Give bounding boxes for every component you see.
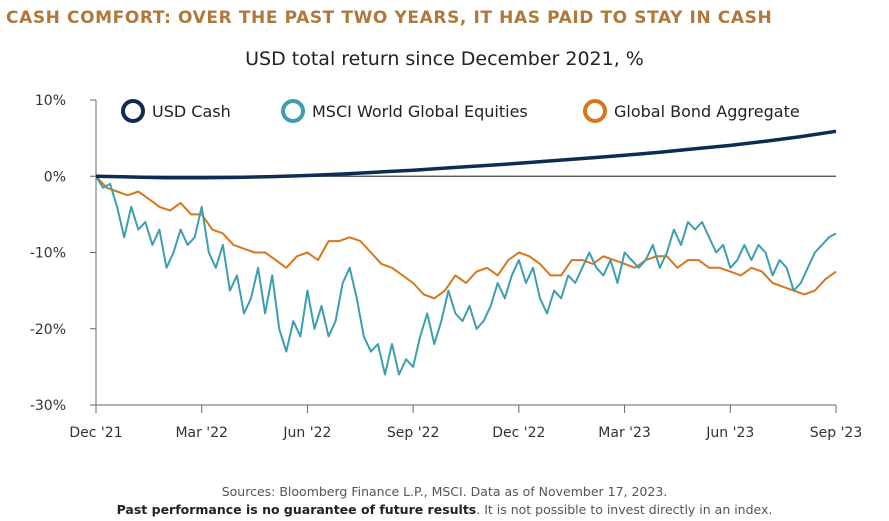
x-tick-label: Dec '22 [492,425,545,441]
legend-label-1: MSCI World Global Equities [312,102,528,121]
legend-marker-1 [281,99,305,123]
y-tick-label: 0% [44,169,66,185]
legend-label-2: Global Bond Aggregate [614,102,800,121]
legend-marker-2 [583,99,607,123]
legend-label-0: USD Cash [152,102,231,121]
disclaimer-bold: Past performance is no guarantee of futu… [116,502,477,517]
x-tick-label: Sep '23 [810,425,863,441]
series-line-1 [95,175,837,376]
disclaimer-note: Past performance is no guarantee of futu… [0,502,889,517]
chart-subtitle: USD total return since December 2021, % [245,48,644,70]
y-tick-label: -10% [30,246,66,262]
tick-labels: 10% 0% -10% -20% -30%Dec '21 Mar '22 Jun '22 Se… [30,93,862,441]
series-line-0 [95,129,837,180]
legend-marker-0 [121,99,145,123]
x-tick-label: Sep '22 [387,425,440,441]
x-tick-label: Jun '23 [705,425,754,441]
x-tick-label: Mar '23 [598,425,651,441]
x-tick-label: Mar '22 [175,425,228,441]
x-tick-label: Dec '21 [69,425,122,441]
y-tick-label: -20% [30,322,66,338]
disclaimer-rest: . It is not possible to invest directly … [476,502,773,517]
x-tick-label: Jun '22 [282,425,331,441]
sources-note: Sources: Bloomberg Finance L.P., MSCI. D… [221,484,668,499]
legend: USD Cash MSCI World Global Equities Global… [121,99,800,123]
line-chart: 10% 0% -10% -20% -30%Dec '21 Mar '22 Jun '22 Se… [30,93,862,441]
chart-title: CASH COMFORT: OVER THE PAST TWO YEARS, I… [6,8,773,28]
y-tick-label: 10% [35,93,66,109]
series-lines [95,129,837,376]
y-tick-label: -30% [30,398,66,414]
series-line-2 [95,175,837,300]
